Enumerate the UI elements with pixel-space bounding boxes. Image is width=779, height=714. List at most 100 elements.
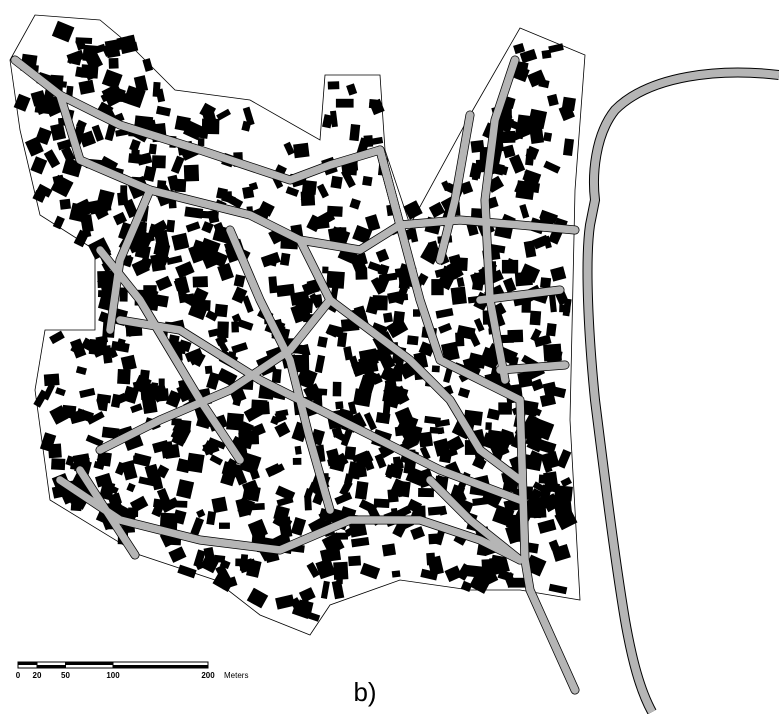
building	[109, 58, 119, 69]
building	[184, 165, 199, 182]
building	[437, 427, 444, 434]
building	[372, 295, 388, 310]
scale-bar-segment	[18, 662, 37, 665]
building	[508, 578, 525, 588]
building	[186, 453, 205, 473]
building	[498, 402, 512, 414]
building	[97, 271, 107, 288]
building	[193, 276, 208, 287]
building	[362, 176, 372, 186]
building	[175, 116, 191, 132]
building	[333, 382, 342, 397]
building	[109, 75, 119, 87]
building	[355, 481, 369, 500]
building	[537, 497, 550, 509]
scale-tick-label: 20	[33, 671, 42, 680]
building	[117, 369, 131, 384]
building	[217, 321, 229, 338]
building	[348, 556, 361, 567]
scale-tick-label: 0	[16, 671, 21, 680]
river	[588, 73, 779, 712]
building	[428, 506, 446, 516]
building	[369, 99, 377, 109]
building	[337, 533, 348, 540]
building	[314, 388, 327, 395]
building	[79, 80, 95, 95]
building	[48, 444, 62, 459]
map-figure: 0 20 50 100 200 Meters b)	[0, 0, 779, 714]
building	[293, 143, 309, 158]
building	[244, 435, 251, 443]
building	[226, 413, 244, 431]
street	[500, 365, 565, 370]
building	[164, 444, 180, 459]
building	[344, 446, 356, 460]
building	[143, 285, 156, 298]
building	[326, 271, 345, 289]
building	[100, 401, 108, 412]
building	[295, 446, 302, 455]
building	[530, 311, 542, 326]
scale-bar-segment	[113, 665, 208, 668]
building	[44, 374, 60, 387]
building	[543, 344, 562, 362]
building	[322, 267, 328, 274]
building	[382, 543, 396, 556]
building	[219, 523, 230, 529]
building	[350, 164, 358, 171]
building	[51, 458, 65, 470]
building	[198, 138, 205, 146]
building	[193, 126, 209, 139]
building	[431, 279, 443, 295]
caption: b)	[353, 677, 376, 707]
building	[562, 97, 576, 111]
building	[540, 277, 551, 288]
building	[231, 322, 239, 333]
scale-unit: Meters	[224, 671, 248, 680]
building	[560, 489, 566, 496]
building	[284, 516, 291, 528]
building	[211, 497, 227, 514]
scale-bar-segment	[37, 665, 66, 668]
building	[393, 456, 401, 469]
building	[327, 206, 343, 217]
building	[268, 276, 277, 293]
building	[242, 485, 261, 502]
building	[546, 323, 557, 336]
building	[451, 287, 467, 305]
building	[426, 553, 435, 566]
building	[280, 253, 290, 266]
building	[392, 570, 401, 577]
building	[349, 124, 360, 141]
building	[149, 144, 157, 155]
building	[120, 185, 127, 196]
building	[396, 481, 411, 498]
building	[301, 191, 316, 206]
scale-tick-label: 100	[106, 671, 120, 680]
building	[235, 559, 245, 567]
building	[554, 501, 573, 519]
building	[216, 187, 228, 199]
building	[517, 371, 533, 388]
building	[353, 388, 372, 407]
building	[159, 379, 165, 394]
building	[152, 155, 166, 168]
building	[485, 422, 492, 430]
scale-tick-label: 200	[201, 671, 215, 680]
building	[328, 81, 340, 89]
building	[173, 501, 187, 508]
building	[200, 300, 210, 311]
scale-bar-segment	[66, 662, 114, 665]
building	[336, 99, 354, 108]
building	[330, 176, 342, 189]
building	[293, 458, 302, 465]
building	[418, 488, 434, 497]
building	[337, 332, 347, 347]
building	[403, 461, 415, 474]
building	[166, 220, 175, 233]
building	[418, 432, 433, 448]
building	[543, 132, 552, 142]
building	[383, 401, 391, 414]
scale-tick-label: 50	[61, 671, 70, 680]
building	[114, 93, 129, 103]
